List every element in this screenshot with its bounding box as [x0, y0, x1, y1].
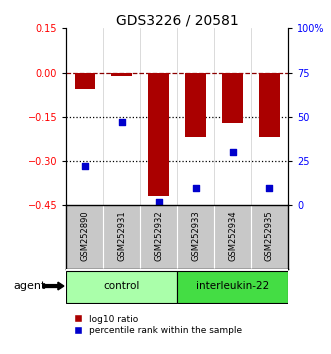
- Bar: [148, 73, 169, 196]
- Point: [230, 149, 235, 155]
- Text: GSM252934: GSM252934: [228, 211, 237, 261]
- Legend: log10 ratio, percentile rank within the sample: log10 ratio, percentile rank within the …: [71, 311, 246, 339]
- Title: GDS3226 / 20581: GDS3226 / 20581: [116, 13, 238, 27]
- Point: [156, 199, 161, 205]
- Text: GSM252890: GSM252890: [80, 211, 89, 261]
- Text: GSM252932: GSM252932: [154, 211, 163, 261]
- Bar: [66, 271, 177, 303]
- Bar: [112, 73, 132, 75]
- Text: control: control: [104, 281, 140, 291]
- Bar: [185, 73, 206, 137]
- Text: GSM252933: GSM252933: [191, 211, 200, 261]
- Text: GSM252935: GSM252935: [265, 211, 274, 261]
- Point: [119, 119, 124, 125]
- Bar: [74, 73, 95, 89]
- Bar: [177, 271, 288, 303]
- Text: interleukin-22: interleukin-22: [196, 281, 269, 291]
- Bar: [259, 73, 280, 137]
- Text: GSM252931: GSM252931: [117, 211, 126, 261]
- Bar: [222, 73, 243, 123]
- Point: [82, 164, 87, 169]
- Point: [267, 185, 272, 190]
- Text: agent: agent: [13, 281, 46, 291]
- Point: [193, 185, 198, 190]
